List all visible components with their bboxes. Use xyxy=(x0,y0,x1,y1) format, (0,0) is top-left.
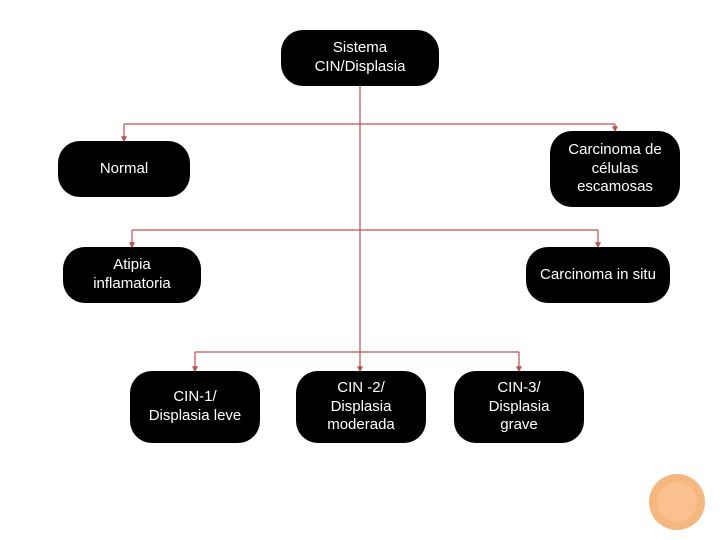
node-atipia-label: Atipia inflamatoria xyxy=(77,256,187,294)
decorative-circle-inner xyxy=(657,482,697,522)
node-normal-label: Normal xyxy=(100,160,148,179)
node-carcinoma-escamosas: Carcinoma de células escamosas xyxy=(550,131,680,207)
node-cin2-label: CIN -2/ Displasia moderada xyxy=(310,379,412,435)
node-root-label: Sistema CIN/Displasia xyxy=(295,39,425,77)
node-cis-label: Carcinoma in situ xyxy=(540,266,656,285)
node-carcinoma-escamosas-label: Carcinoma de células escamosas xyxy=(564,141,666,197)
node-cin3: CIN-3/ Displasia grave xyxy=(454,371,584,443)
node-cin2: CIN -2/ Displasia moderada xyxy=(296,371,426,443)
node-cin1-label: CIN-1/ Displasia leve xyxy=(144,388,246,426)
node-carcinoma-in-situ: Carcinoma in situ xyxy=(526,247,670,303)
node-cin3-label: CIN-3/ Displasia grave xyxy=(468,379,570,435)
node-atipia: Atipia inflamatoria xyxy=(63,247,201,303)
node-cin1: CIN-1/ Displasia leve xyxy=(130,371,260,443)
node-root: Sistema CIN/Displasia xyxy=(281,30,439,86)
node-normal: Normal xyxy=(58,141,190,197)
